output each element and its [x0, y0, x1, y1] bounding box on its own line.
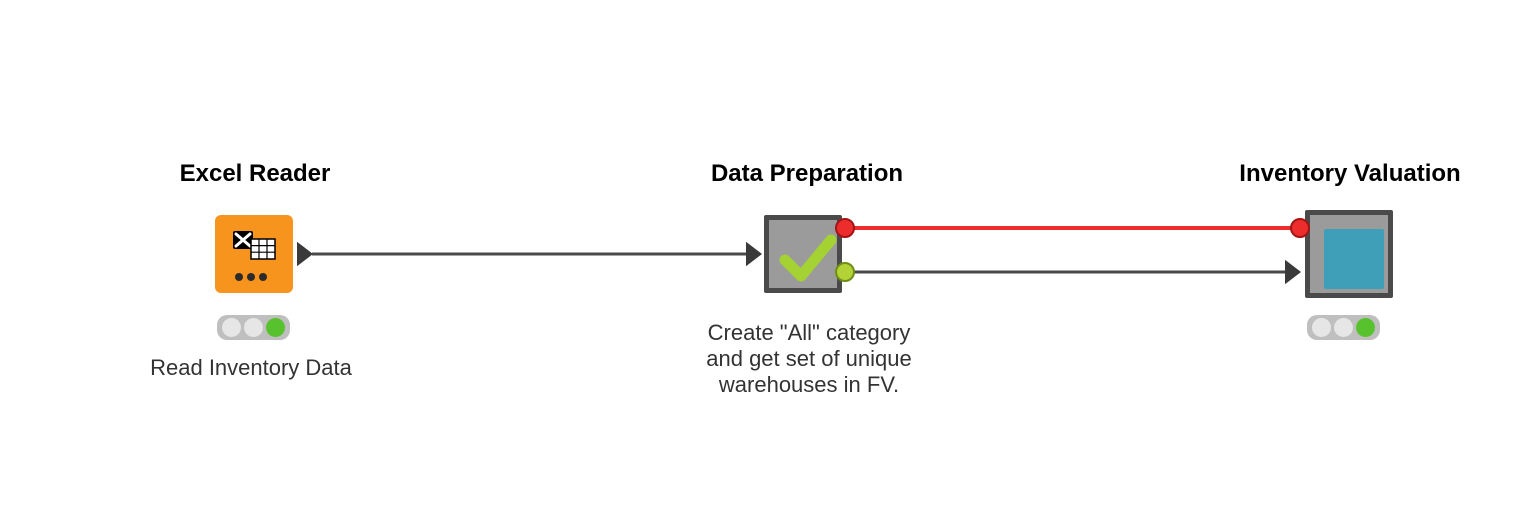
- node-title-inventory-valuation: Inventory Valuation: [1210, 160, 1490, 188]
- status-inventory-valuation: [1307, 315, 1380, 340]
- node-desc-data-preparation: Create "All" category and get set of uni…: [674, 320, 944, 398]
- node-inventory-valuation[interactable]: [1305, 210, 1393, 298]
- workflow-canvas: Excel Reader Read Inventory Data Data Pr…: [0, 0, 1536, 518]
- node-title-excel-reader: Excel Reader: [165, 160, 345, 188]
- check-icon: [769, 220, 847, 298]
- node-data-preparation[interactable]: [764, 215, 842, 293]
- node-excel-reader[interactable]: [215, 215, 293, 293]
- excel-reader-icon: [215, 215, 293, 293]
- status-excel-reader: [217, 315, 290, 340]
- node-desc-excel-reader: Read Inventory Data: [121, 355, 381, 381]
- screen-icon: [1310, 215, 1398, 303]
- node-title-data-preparation: Data Preparation: [687, 160, 927, 188]
